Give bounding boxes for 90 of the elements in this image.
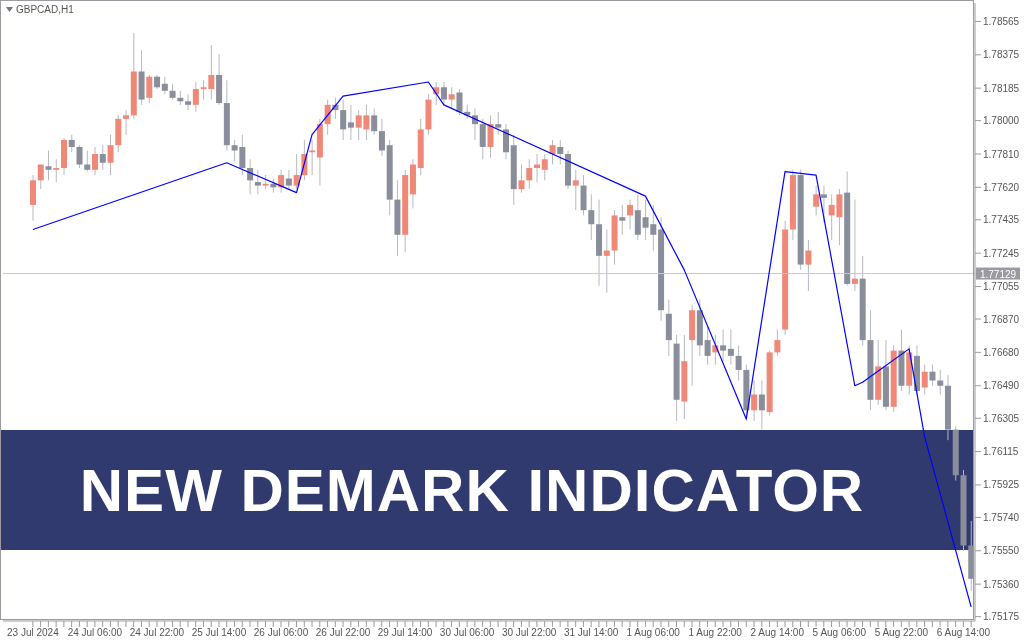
candlestick [92,146,99,176]
candlestick [774,329,781,357]
y-tick-label: 1.78185 [983,82,1020,94]
candlestick [603,228,610,294]
candlestick [851,199,858,292]
candlestick [557,139,564,166]
candlestick [448,86,455,109]
candlestick [572,169,579,211]
chart-subtitle: GBPCAD,H1 [16,4,74,15]
candlestick [285,169,292,190]
x-tick-label: 5 Aug 22:00 [874,627,929,639]
candlestick [541,153,548,181]
y-tick-label: 1.77055 [983,281,1020,293]
candlestick [76,144,83,169]
candlestick [37,164,44,190]
candlestick [347,104,354,141]
candlestick [588,193,595,241]
candlestick [495,111,502,136]
candlestick [704,325,711,366]
x-tick-label: 23 Jul 2024 [7,627,60,639]
y-tick-label: 1.76305 [983,412,1020,424]
candlestick [456,88,463,116]
y-tick-label: 1.78375 [983,49,1020,61]
y-tick-label: 1.75740 [983,511,1020,523]
candlestick [503,123,509,160]
x-tick-label: 31 Jul 14:00 [563,627,619,639]
candlestick [45,149,52,181]
candlestick [53,158,60,183]
candlestick [758,379,765,431]
x-tick-label: 30 Jul 06:00 [439,627,495,639]
x-tick-label: 25 Jul 14:00 [191,627,247,639]
candlestick [185,93,192,111]
candlestick [619,204,626,236]
candlestick [309,139,316,176]
candlestick [720,329,727,362]
y-tick-label: 1.77245 [983,247,1020,259]
x-tick-label: 24 Jul 06:00 [67,627,123,639]
candlestick [84,149,91,173]
candlestick [378,118,385,157]
y-tick-label: 1.75175 [983,611,1020,623]
candlestick [526,158,533,190]
candlestick [929,364,936,387]
candlestick [518,164,525,194]
line-series [32,81,972,608]
candlestick [340,99,347,141]
candlestick [813,185,820,216]
text: NEW DEMARK INDICATOR [79,455,865,525]
y-tick-label: 1.75360 [983,578,1020,590]
x-tick-label: 26 Jul 06:00 [253,627,309,639]
y-tick-label: 1.77620 [983,181,1020,193]
y-tick-label: 1.77435 [983,214,1020,226]
y-tick-label: 1.75925 [983,479,1020,491]
candlestick [735,344,742,381]
y-tick-label: 1.78000 [983,115,1020,127]
candlestick [371,107,378,136]
candlestick [751,379,758,422]
y-tick-label: 1.77810 [983,148,1020,160]
y-tick-label: 1.75550 [983,545,1020,557]
candlestick [146,74,153,104]
x-tick-label: 26 Jul 22:00 [315,627,371,639]
y-tick-label: 1.76490 [983,380,1020,392]
ref-line-label: 1.77129 [979,268,1017,280]
candlestick [123,109,130,136]
candlestick [192,81,199,113]
candlestick [107,134,114,176]
x-tick-label: 24 Jul 22:00 [129,627,185,639]
y-tick-label: 1.76870 [983,313,1020,325]
candlestick [937,369,944,396]
x-tick-label: 5 Aug 06:00 [812,627,867,639]
x-tick-label: 2 Aug 14:00 [750,627,805,639]
y-tick-label: 1.76115 [983,446,1019,458]
y-tick-label: 1.76680 [983,346,1020,358]
candlestick [254,169,261,195]
candlestick [627,199,634,230]
x-tick-label: 1 Aug 06:00 [626,627,681,639]
candlestick [487,114,494,158]
candlestick [293,153,300,190]
candlestick [99,144,106,171]
x-tick-label: 30 Jul 22:00 [501,627,557,639]
candlestick [820,185,827,223]
candlestick [727,329,734,366]
candlestick [479,118,486,160]
x-tick-label: 29 Jul 14:00 [377,627,433,639]
candlestick [805,239,812,292]
candlestick [921,364,928,396]
y-tick-label: 1.78565 [983,15,1020,27]
candlestick [549,139,556,166]
candlestick [440,81,447,106]
x-tick-label: 1 Aug 22:00 [688,627,743,639]
x-tick-label: 6 Aug 14:00 [936,627,991,639]
